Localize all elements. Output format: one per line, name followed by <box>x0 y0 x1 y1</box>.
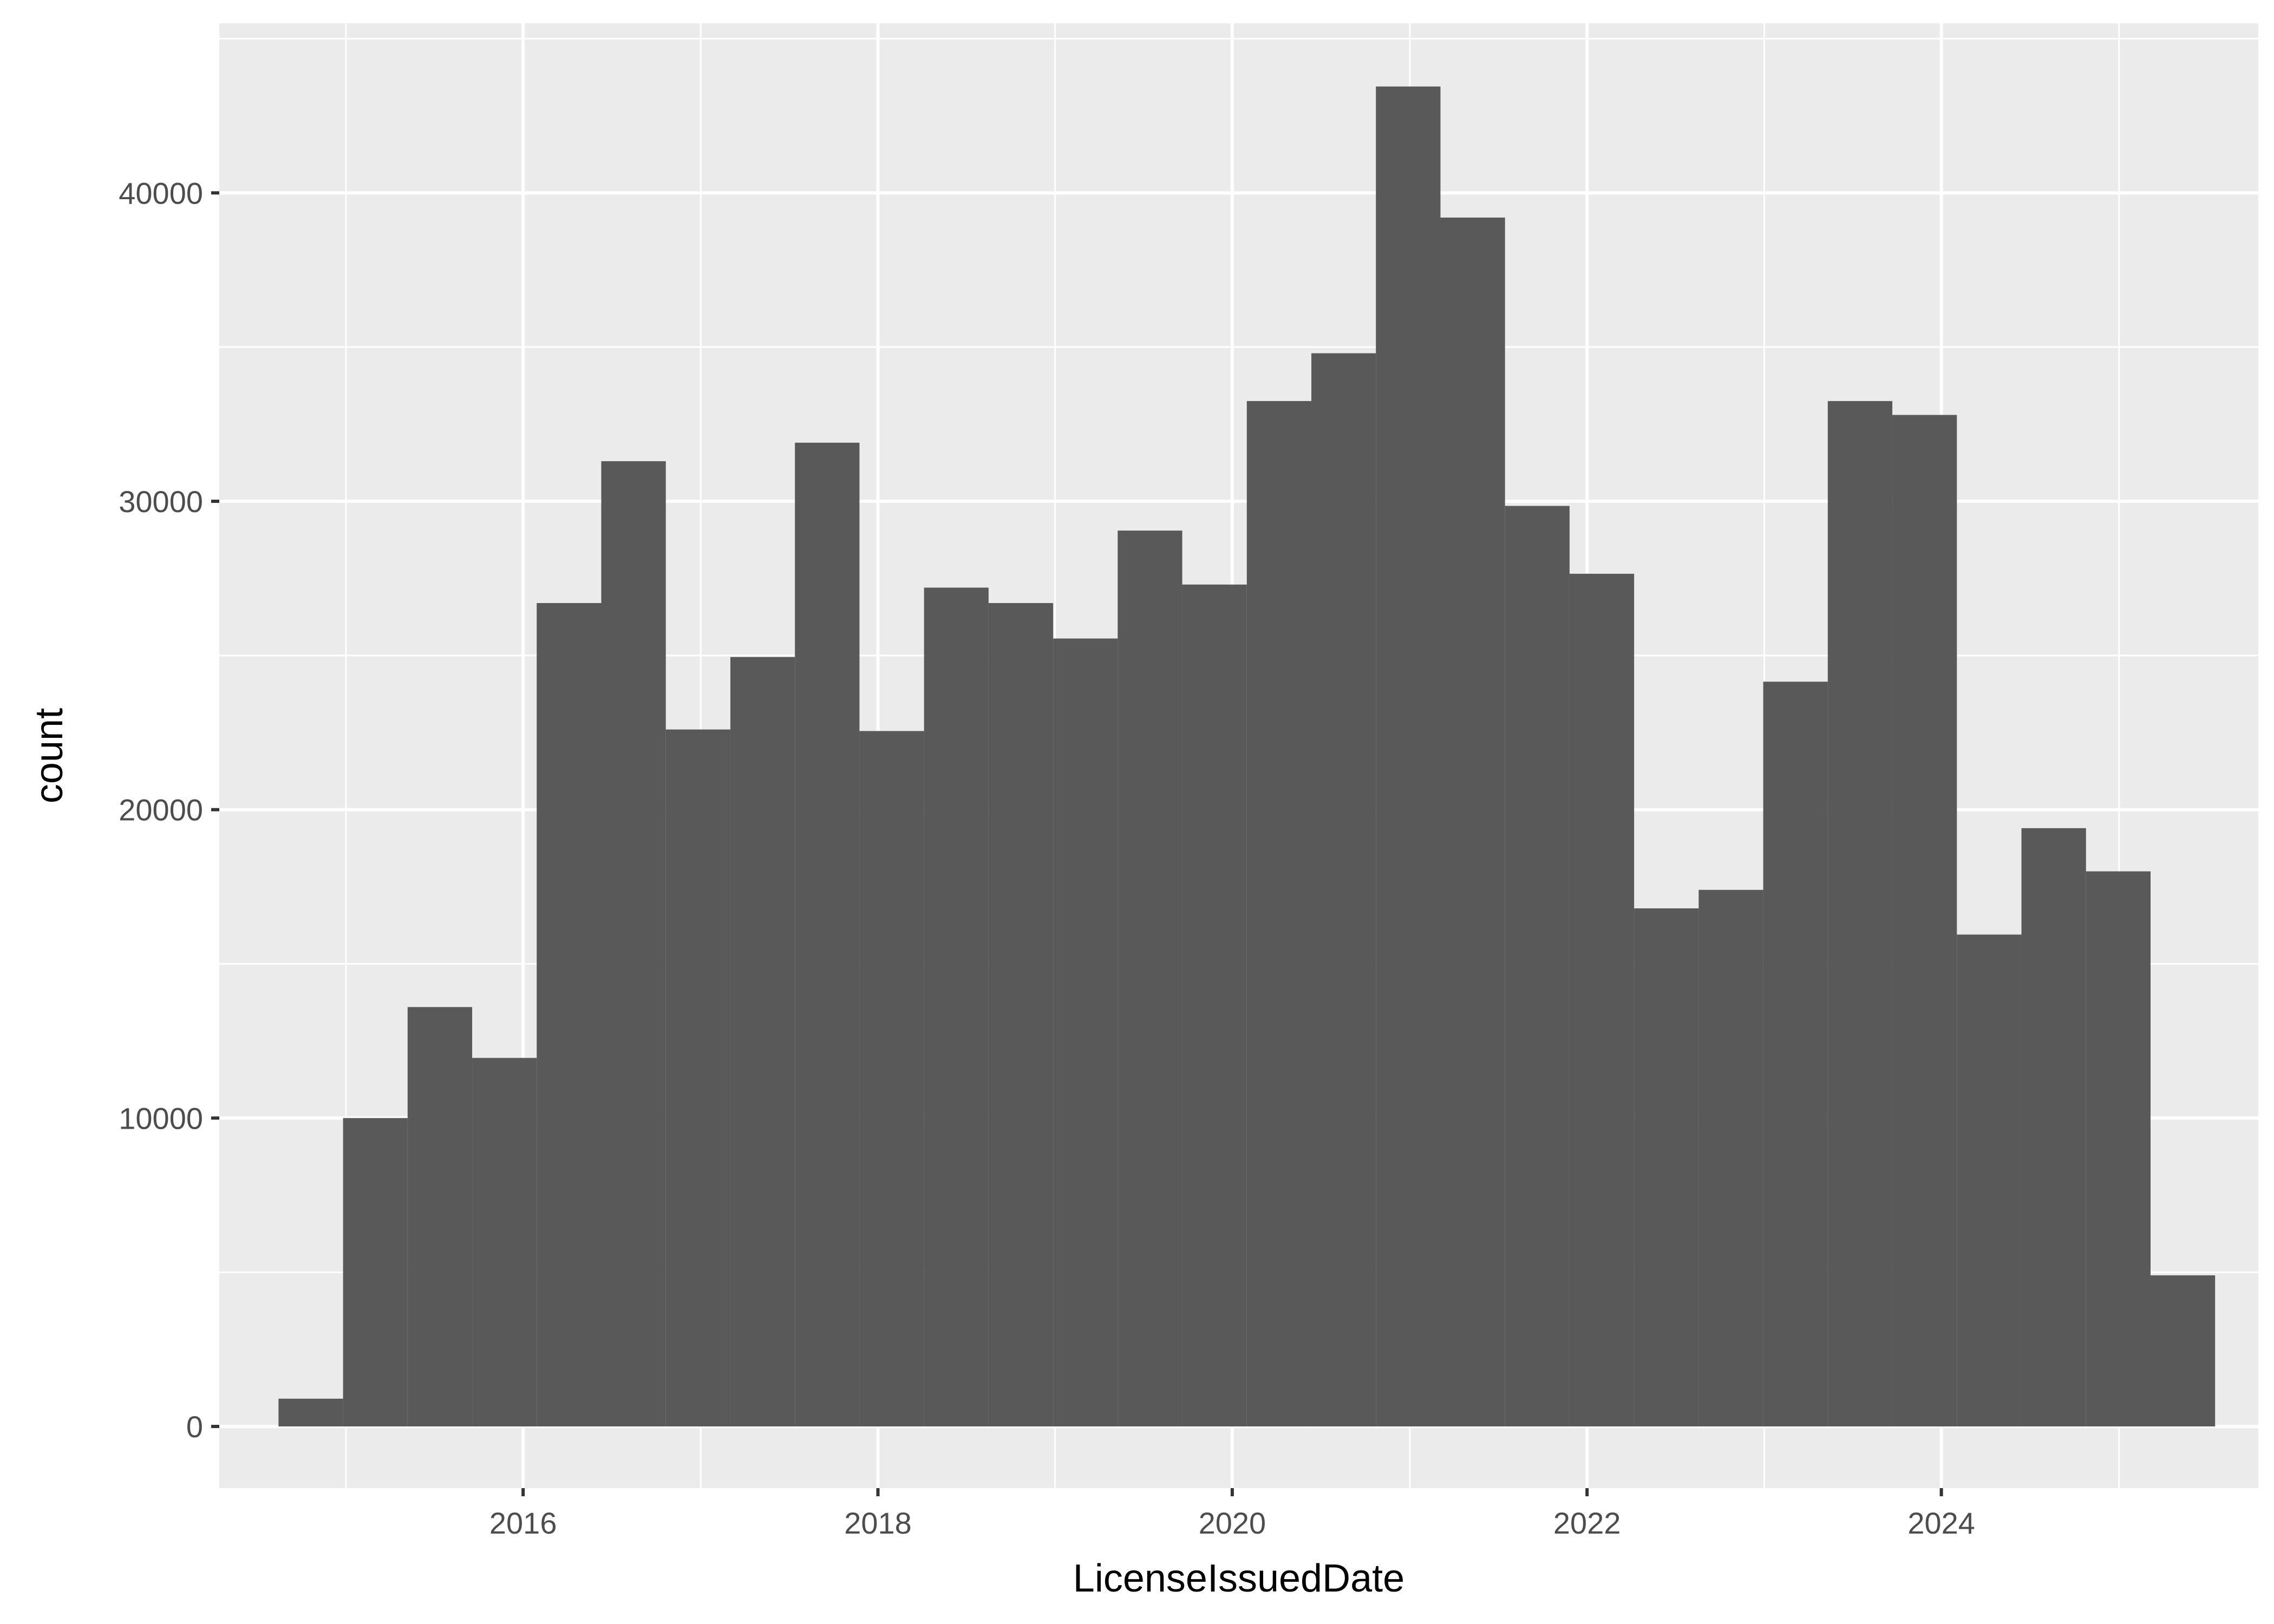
x-axis-ticks <box>521 1488 1943 1496</box>
histogram-bar <box>1505 506 1570 1427</box>
histogram-bar <box>278 1398 343 1427</box>
histogram-bar <box>343 1118 408 1427</box>
x-axis-title: LicenseIssuedDate <box>1073 1557 1404 1600</box>
x-tick-label: 2016 <box>489 1506 557 1540</box>
histogram-bar <box>2086 871 2151 1427</box>
histogram-bar <box>665 729 730 1427</box>
y-tick-label: 30000 <box>119 484 203 519</box>
histogram-bar <box>1053 638 1118 1427</box>
histogram-bar <box>1376 86 1441 1427</box>
histogram-bar <box>1246 401 1312 1427</box>
histogram-bar <box>1182 584 1247 1427</box>
x-tick-label: 2020 <box>1199 1506 1266 1540</box>
y-axis-tick-labels: 0 10000 20000 30000 40000 <box>119 176 203 1444</box>
y-tick-label: 0 <box>186 1410 203 1444</box>
histogram-bar <box>537 603 602 1427</box>
histogram-bar <box>795 442 860 1427</box>
histogram-bar <box>472 1058 537 1427</box>
y-tick-label: 20000 <box>119 793 203 827</box>
histogram-bar <box>730 657 795 1427</box>
histogram-bar <box>1440 217 1505 1427</box>
histogram-bar <box>1763 682 1828 1427</box>
y-tick-label: 40000 <box>119 176 203 210</box>
histogram-bar <box>1827 401 1893 1427</box>
histogram-bar <box>924 587 989 1427</box>
histogram-bar <box>1311 353 1376 1427</box>
histogram-bars <box>278 86 2216 1427</box>
x-tick-label: 2022 <box>1553 1506 1621 1540</box>
y-axis-ticks <box>211 191 219 1429</box>
y-axis-title: count <box>28 708 71 803</box>
histogram-bar <box>1634 908 1699 1427</box>
histogram-bar <box>1698 889 1763 1427</box>
y-tick-label: 10000 <box>119 1101 203 1135</box>
x-axis-tick-labels: 2016 2018 2020 2022 2024 <box>489 1506 1975 1540</box>
histogram-bar <box>1892 415 1957 1427</box>
histogram-bar <box>601 461 666 1427</box>
histogram-bar <box>407 1007 473 1427</box>
histogram-bar <box>1569 573 1635 1427</box>
x-tick-label: 2018 <box>844 1506 912 1540</box>
histogram-bar <box>859 731 924 1427</box>
histogram-bar <box>1118 531 1182 1427</box>
histogram-bar <box>2021 828 2086 1427</box>
histogram-bar <box>1957 934 2022 1427</box>
histogram-bar <box>988 603 1054 1427</box>
histogram-bar <box>2150 1275 2216 1427</box>
x-tick-label: 2024 <box>1907 1506 1975 1540</box>
